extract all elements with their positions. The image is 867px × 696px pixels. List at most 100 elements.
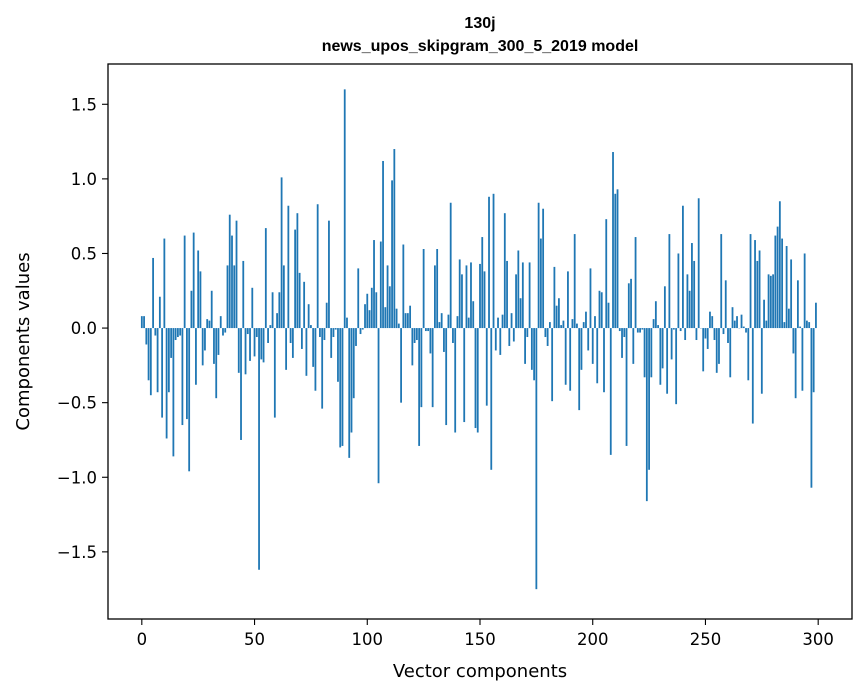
bar — [231, 235, 233, 329]
bar — [539, 238, 542, 329]
bar — [677, 253, 680, 329]
bar — [499, 328, 502, 355]
bar — [147, 328, 150, 381]
bar — [803, 253, 806, 329]
bar — [641, 328, 644, 330]
bar — [659, 328, 662, 385]
bar — [346, 317, 348, 329]
bar — [643, 328, 646, 378]
bar — [143, 316, 145, 329]
bar — [339, 328, 342, 448]
bar — [458, 259, 461, 329]
bar — [594, 316, 596, 329]
bar — [384, 307, 387, 329]
bar — [355, 328, 357, 346]
bar — [796, 280, 799, 329]
bar — [291, 328, 294, 358]
bar — [294, 229, 297, 329]
x-tick-label: 250 — [690, 630, 722, 649]
bar — [792, 328, 795, 354]
bar — [278, 292, 281, 329]
bar — [697, 198, 700, 329]
bar — [810, 328, 813, 488]
bar — [269, 325, 272, 329]
bar — [264, 228, 267, 329]
bar — [332, 328, 335, 338]
bar — [323, 328, 326, 341]
bar — [156, 328, 159, 393]
bar — [204, 328, 206, 351]
bar — [636, 328, 639, 333]
bar — [395, 308, 398, 329]
bar — [621, 328, 623, 358]
bar — [663, 286, 666, 329]
bar — [343, 89, 346, 329]
bar — [255, 328, 258, 338]
bar — [751, 328, 754, 424]
bar — [670, 328, 673, 360]
bar — [447, 314, 450, 329]
bar — [300, 328, 303, 349]
bar — [521, 262, 524, 329]
bar — [161, 328, 164, 418]
bar — [215, 328, 218, 399]
bar — [758, 250, 761, 329]
bar — [524, 328, 526, 364]
bar — [627, 283, 630, 329]
bar — [368, 310, 371, 329]
bar — [199, 271, 202, 329]
bar — [533, 328, 536, 381]
bar — [195, 328, 197, 385]
bar — [201, 328, 204, 366]
bar — [260, 328, 263, 360]
bar — [463, 328, 466, 423]
bar — [767, 274, 770, 329]
bar — [535, 328, 538, 590]
bar — [580, 328, 583, 370]
x-tick-label: 150 — [464, 630, 496, 649]
bar — [510, 313, 513, 329]
bar — [645, 328, 648, 502]
bar — [400, 328, 402, 403]
bar — [596, 328, 599, 384]
bar — [210, 290, 213, 329]
bar — [413, 328, 416, 343]
bar — [246, 328, 249, 335]
bar — [582, 322, 585, 329]
bar — [794, 328, 797, 399]
bar — [607, 302, 610, 329]
bar — [598, 290, 601, 329]
bar — [242, 260, 245, 329]
bar — [605, 219, 608, 329]
bar — [305, 328, 308, 376]
bar — [382, 160, 384, 329]
bar — [483, 271, 486, 329]
bar — [192, 232, 195, 329]
bar — [731, 307, 734, 329]
bar — [749, 234, 752, 329]
bar — [183, 235, 186, 329]
bar — [713, 328, 716, 341]
bar — [174, 328, 177, 341]
bar — [452, 328, 454, 343]
bar — [420, 328, 423, 408]
bar — [492, 193, 495, 329]
bar — [158, 296, 161, 329]
bar — [512, 328, 515, 342]
bar — [388, 286, 391, 329]
bar — [740, 314, 743, 329]
bar — [206, 319, 209, 329]
bar — [506, 260, 508, 329]
bar — [375, 292, 378, 329]
bar — [289, 328, 292, 343]
bar — [530, 328, 533, 370]
bar — [706, 328, 709, 349]
bar — [258, 328, 260, 570]
bar — [485, 328, 488, 406]
bar — [682, 205, 684, 329]
bar — [427, 328, 430, 332]
bar — [467, 317, 470, 329]
bar — [386, 265, 389, 329]
bar — [307, 304, 310, 329]
bar — [276, 313, 278, 329]
